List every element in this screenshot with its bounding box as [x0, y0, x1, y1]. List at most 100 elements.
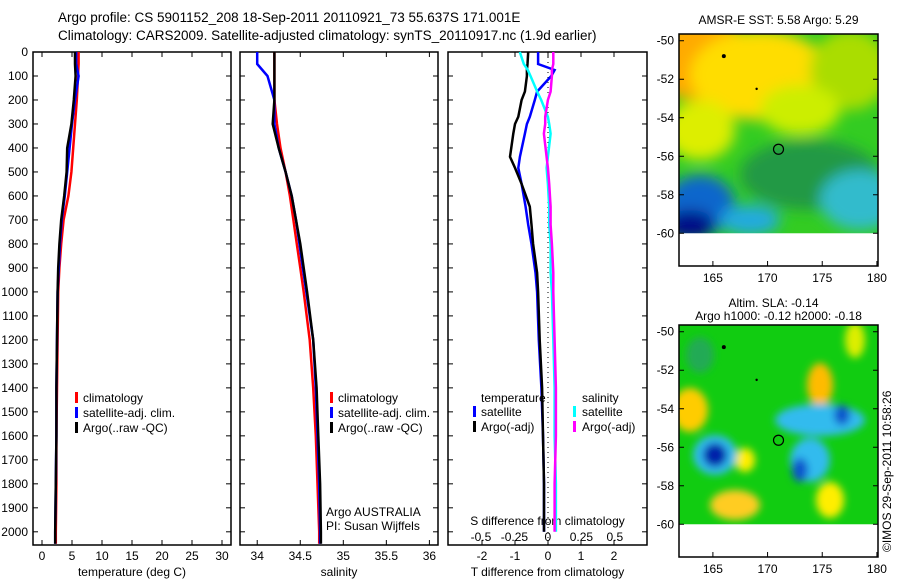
- profile-location-marker: [772, 143, 785, 155]
- y-tick-label: 1600: [1, 429, 28, 443]
- x-tick-label: 0: [545, 549, 552, 563]
- s-tick-label: 0.5: [607, 530, 624, 544]
- y-tick-label: 1800: [1, 477, 28, 491]
- y-tick-label: -54: [657, 111, 675, 125]
- legend-swatch: [473, 421, 476, 432]
- y-tick-label: 1000: [1, 285, 28, 299]
- series-line-salinity-argo-adj-: [542, 52, 558, 532]
- legend-item: Argo(..raw -QC): [83, 421, 168, 435]
- island-marker: [721, 345, 726, 350]
- x-tick-label: 175: [812, 271, 832, 285]
- difference-profile-panel: -2 -1 0 1 2 T difference from climatology -0.5…: [447, 51, 648, 579]
- x-tick-label: 165: [703, 271, 723, 285]
- sla-map-panel: 165 170 175 180 -50 -52 -54 -56 -58 -60 Altim. SLA…: [657, 296, 888, 576]
- series-line-temperature-argo-adj-: [508, 51, 546, 532]
- x-tick-label: 34.5: [289, 549, 313, 563]
- map-subtitle: Argo h1000: -0.12 h2000: -0.18: [695, 309, 862, 323]
- series-line-climatology: [273, 52, 321, 544]
- map-title: AMSR-E SST: 5.58 Argo: 5.29: [698, 13, 858, 27]
- sla-map-field: [679, 325, 878, 526]
- y-tick-label: 500: [8, 165, 28, 179]
- island-marker: [721, 54, 726, 59]
- axes-box: [678, 33, 879, 267]
- series-line-climatology: [54, 52, 80, 544]
- legend-swatch: [473, 406, 476, 417]
- s-tick-label: -0.25: [501, 530, 529, 544]
- legend-swatch: [75, 407, 78, 418]
- y-tick-label: 400: [8, 141, 28, 155]
- y-tick-label: -50: [657, 325, 675, 339]
- legend-swatch: [75, 422, 78, 433]
- y-tick-label: -52: [657, 72, 675, 86]
- legend-swatch: [573, 406, 576, 417]
- x-tick-label: 25: [185, 549, 199, 563]
- s-tick-label: 0.25: [570, 530, 594, 544]
- salinity-profile-panel: 34 34.5 35 35.5 36 salinity climatologysatelli…: [239, 51, 439, 579]
- y-tick-label: -54: [657, 402, 675, 416]
- x-tick-label: 20: [155, 549, 169, 563]
- island-marker: [755, 87, 758, 91]
- y-tick-label: -60: [657, 226, 675, 240]
- no-data-region: [679, 233, 878, 266]
- legend-heading-temperature: temperature: [481, 391, 546, 405]
- y-tick-label: 1700: [1, 453, 28, 467]
- y-tick-label: -52: [657, 363, 675, 377]
- axes-box: [32, 51, 232, 546]
- legend-item: Argo(..raw -QC): [338, 421, 423, 435]
- y-tick-label: 800: [8, 237, 28, 251]
- y-tick-label: -56: [657, 440, 675, 454]
- y-tick-label: -58: [657, 479, 675, 493]
- legend-item: satellite-adj. clim.: [83, 406, 175, 420]
- axes-box: [239, 51, 439, 546]
- x-tick-label: 10: [95, 549, 109, 563]
- header-line-1: Argo profile: CS 5901152_208 18-Sep-2011…: [58, 10, 520, 25]
- island-marker: [755, 378, 758, 382]
- legend-item: satellite: [481, 405, 522, 419]
- x-tick-label: 30: [215, 549, 229, 563]
- y-tick-label: 0: [21, 45, 28, 59]
- x-tick-label: 170: [758, 562, 778, 576]
- x-tick-label: 36: [423, 549, 437, 563]
- x-tick-label: 5: [69, 549, 76, 563]
- x-tick-label: 1: [578, 549, 585, 563]
- legend-item: satellite: [582, 405, 623, 419]
- y-tick-label: 300: [8, 117, 28, 131]
- series-line-argo-raw-qc-: [53, 52, 77, 544]
- y-tick-label: 900: [8, 261, 28, 275]
- sst-map-panel: 165 170 175 180 -50 -52 -54 -56 -58 -60 AMSR-E SST…: [657, 13, 888, 285]
- x-tick-label: 175: [812, 562, 832, 576]
- legend-item: satellite-adj. clim.: [338, 406, 430, 420]
- y-tick-label: 600: [8, 189, 28, 203]
- legend-heading-salinity: salinity: [582, 391, 619, 405]
- x-tick-label: 15: [125, 549, 139, 563]
- y-tick-label: 700: [8, 213, 28, 227]
- y-tick-label: 1300: [1, 357, 28, 371]
- legend-swatch: [330, 422, 333, 433]
- y-tick-label: 1200: [1, 333, 28, 347]
- y-tick-label: 1500: [1, 405, 28, 419]
- x-tick-label: 165: [703, 562, 723, 576]
- x-tick-label: 2: [611, 549, 618, 563]
- y-tick-label: -58: [657, 188, 675, 202]
- profile-location-marker: [772, 434, 785, 446]
- temperature-profile-panel: 0100200300400500600700800900100011001200…: [1, 45, 232, 579]
- legend-swatch: [573, 421, 576, 432]
- y-tick-label: 1100: [2, 309, 28, 323]
- axes-box: [447, 51, 648, 546]
- header-line-2: Climatology: CARS2009. Satellite-adjuste…: [58, 28, 597, 43]
- legend-item: climatology: [83, 391, 143, 405]
- x-tick-label: 180: [867, 562, 887, 576]
- legend-swatch: [330, 392, 333, 403]
- x-axis-label: T difference from climatology: [471, 565, 625, 579]
- y-tick-label: 1900: [1, 501, 28, 515]
- annotation-text: Argo AUSTRALIA: [326, 505, 421, 519]
- y-tick-label: -60: [657, 517, 675, 531]
- y-tick-label: -56: [657, 149, 675, 163]
- imos-credit: ©IMOS 29-Sep-2011 10:58:26: [880, 390, 894, 552]
- y-tick-label: 1400: [1, 381, 28, 395]
- y-tick-label: -50: [657, 34, 675, 48]
- x-tick-label: 0: [39, 549, 46, 563]
- axes-box: [678, 324, 879, 558]
- annotation-text: PI: Susan Wijffels: [326, 519, 420, 533]
